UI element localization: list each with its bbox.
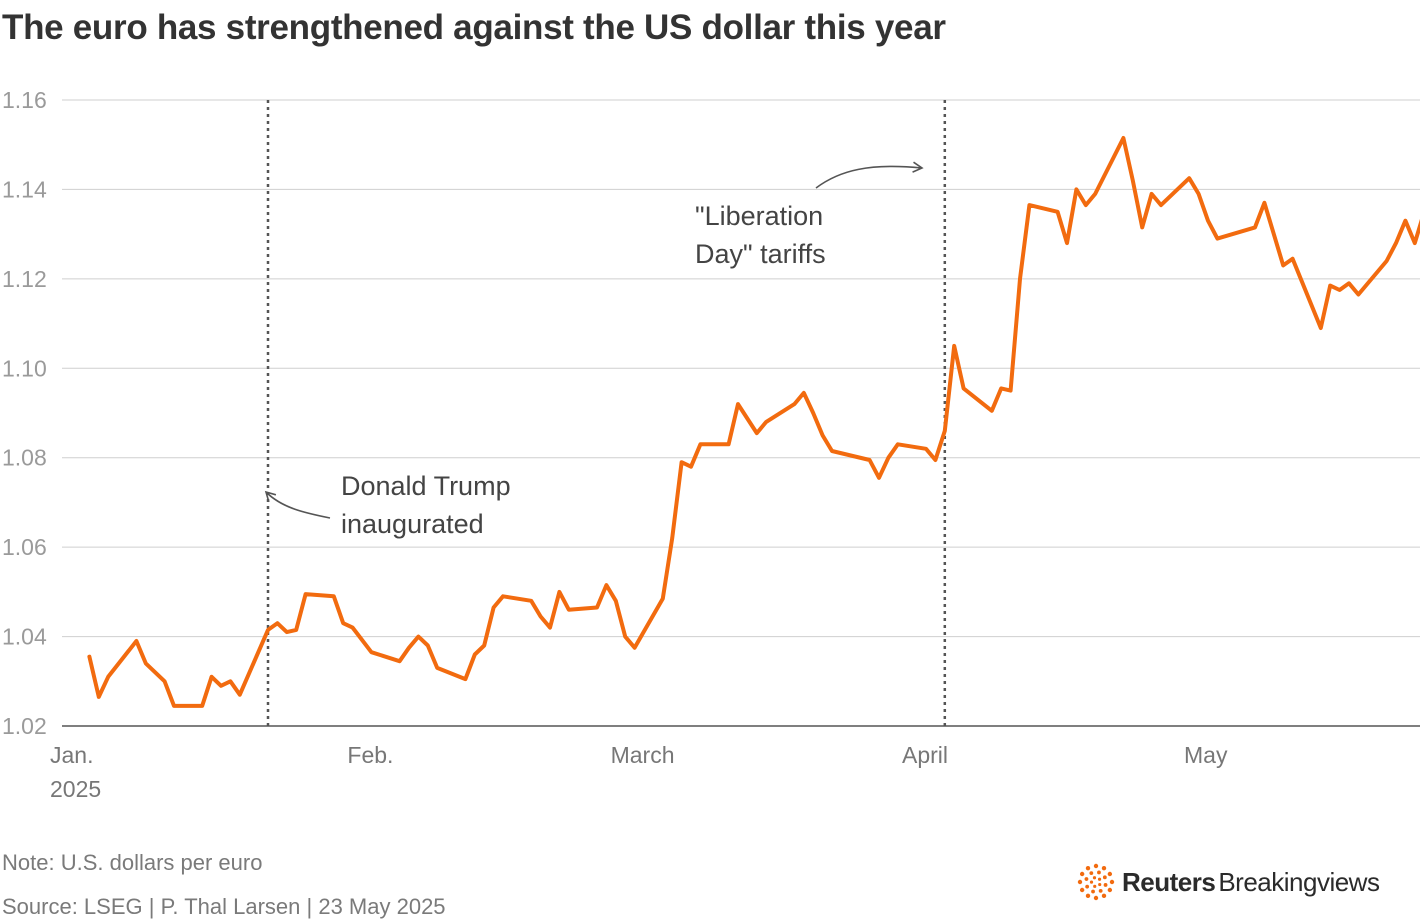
x-tick-sublabel: 2025 <box>50 776 101 802</box>
logo-dot <box>1097 870 1101 875</box>
y-tick-label: 1.04 <box>2 624 47 650</box>
annotation-arrow <box>815 161 924 189</box>
logo-dot <box>1077 879 1083 885</box>
annotation-label: "Liberation <box>695 201 823 231</box>
chart-note: Note: U.S. dollars per euro <box>2 850 263 875</box>
x-tick-label: Jan. <box>50 742 93 768</box>
eurusd-series-line <box>87 136 1420 708</box>
logo-dot <box>1092 876 1097 880</box>
logo-dot <box>1098 888 1103 893</box>
gridlines <box>62 99 1420 727</box>
logo-dot <box>1079 887 1085 893</box>
logo-dot <box>1085 865 1091 871</box>
logo-dot <box>1085 893 1091 899</box>
logo-dot <box>1084 877 1089 881</box>
y-tick-label: 1.10 <box>2 355 47 381</box>
x-tick-label: Feb. <box>347 742 393 768</box>
logo-dot <box>1103 883 1108 887</box>
logo-dot <box>1109 879 1115 885</box>
logo-dot <box>1107 887 1113 893</box>
annotation-label: Donald Trump <box>341 471 511 501</box>
x-tick-label: May <box>1184 742 1228 768</box>
logo-dot <box>1093 863 1099 869</box>
y-tick-label: 1.02 <box>2 713 47 739</box>
logo-dot <box>1101 865 1107 871</box>
x-axis-ticks: Jan. 2025 Feb. March April May <box>50 742 1228 802</box>
logo-dot <box>1101 893 1107 899</box>
logo-dot <box>1079 871 1085 877</box>
logo-dot <box>1085 884 1090 889</box>
x-tick-label: April <box>902 742 948 768</box>
logo-dot <box>1107 871 1113 877</box>
logo-dot <box>1098 882 1102 887</box>
brand-logo: Reuters Breakingviews <box>1076 863 1380 901</box>
logo-dot <box>1102 875 1107 880</box>
logo-dot <box>1097 877 1102 881</box>
annotation-arrow <box>264 490 331 519</box>
y-tick-label: 1.14 <box>2 176 47 202</box>
logo-dot <box>1093 895 1099 901</box>
y-axis-ticks: 1.16 1.14 1.12 1.10 1.08 1.06 1.04 1.02 <box>2 87 47 739</box>
y-tick-label: 1.08 <box>2 445 47 471</box>
logo-dot <box>1093 884 1097 888</box>
y-tick-label: 1.12 <box>2 266 47 292</box>
y-tick-label: 1.16 <box>2 87 47 113</box>
annotation-label: Day" tariffs <box>695 239 826 269</box>
annotations: Donald Trump inaugurated "Liberation Day" t… <box>264 161 924 539</box>
reuters-dots-icon <box>1077 863 1115 901</box>
chart-title: The euro has strengthened against the US… <box>2 8 946 47</box>
chart-source: Source: LSEG | P. Thal Larsen | 23 May 2… <box>2 894 446 919</box>
annotation-label: inaugurated <box>341 509 484 539</box>
brand-suffix: Breakingviews <box>1218 866 1380 897</box>
logo-dot <box>1091 889 1095 894</box>
x-tick-label: March <box>611 742 675 768</box>
logo-dot <box>1089 871 1094 876</box>
logo-dot <box>1089 880 1094 884</box>
brand-name: Reuters <box>1122 866 1216 897</box>
line-chart: 1.16 1.14 1.12 1.10 1.08 1.06 1.04 1.02 Jan. 202… <box>2 87 1420 802</box>
y-tick-label: 1.06 <box>2 534 47 560</box>
event-lines <box>266 100 947 726</box>
